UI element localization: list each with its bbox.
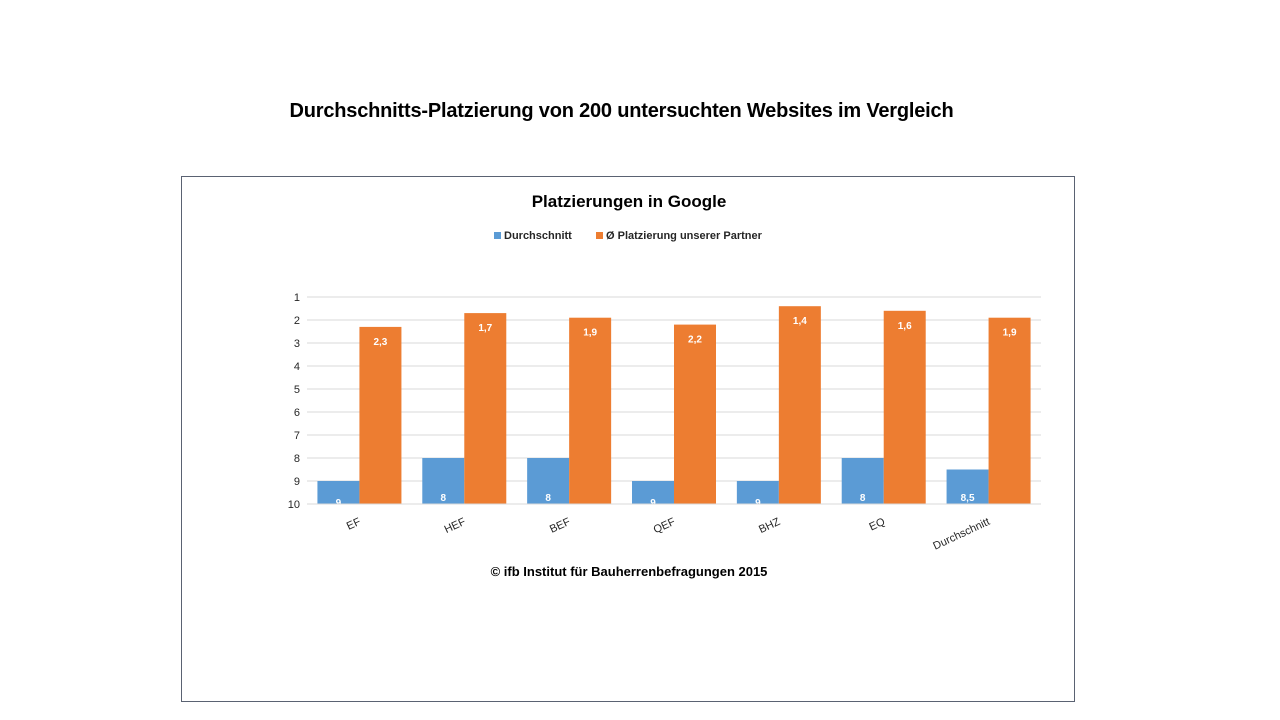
bar-1-3 <box>674 324 716 504</box>
x-axis: EF HEF BEF QEF BHZ EQ Durchschnitt <box>307 503 1041 553</box>
x-tick-label: BHZ <box>757 516 782 536</box>
x-tick-label: Durchschnitt <box>931 516 991 553</box>
data-label-0-6: 8,5 <box>961 493 975 504</box>
bar-0-2 <box>527 458 570 504</box>
legend-swatch-1 <box>596 232 603 239</box>
y-tick-label: 1 <box>294 292 300 304</box>
x-tick-label: HEF <box>443 516 468 536</box>
bar-1-1 <box>464 313 507 504</box>
y-axis: 1 2 3 4 5 6 7 8 9 10 <box>288 292 300 511</box>
data-label-1-0: 2,3 <box>373 337 387 348</box>
bar-0-6 <box>946 469 989 504</box>
x-tick-label: EF <box>345 516 363 533</box>
chart-title: Platzierungen in Google <box>532 192 727 211</box>
chart-bars: 92,381,781,992,291,481,68,51,9 <box>317 306 1031 509</box>
bar-1-5 <box>883 310 926 504</box>
bar-chart: Platzierungen in Google Durchschnitt Ø Pl… <box>288 192 1041 579</box>
legend-label-0: Durchschnitt <box>504 230 572 242</box>
bar-0-3 <box>632 481 674 504</box>
x-tick-label: BEF <box>548 516 573 536</box>
y-tick-label: 7 <box>294 430 300 442</box>
y-tick-label: 4 <box>294 361 300 373</box>
data-label-1-2: 1,9 <box>583 328 597 339</box>
x-tick-label: EQ <box>867 516 887 534</box>
bar-0-5 <box>841 458 884 504</box>
bar-1-6 <box>988 317 1031 504</box>
page-title: Durchschnitts-Platzierung von 200 unters… <box>289 100 954 122</box>
x-tick-label: QEF <box>652 516 678 537</box>
chart-frame: Platzierungen in Google Durchschnitt Ø Pl… <box>181 176 1075 702</box>
data-label-0-2: 8 <box>545 493 551 504</box>
data-label-1-4: 1,4 <box>793 316 807 327</box>
data-label-1-3: 2,2 <box>688 335 702 346</box>
chart-legend: Durchschnitt Ø Platzierung unserer Partne… <box>494 230 763 242</box>
bar-0-1 <box>422 458 465 504</box>
y-tick-label: 6 <box>294 407 300 419</box>
bar-0-4 <box>736 481 779 504</box>
bar-0-0 <box>317 481 360 504</box>
y-tick-label: 10 <box>288 499 300 511</box>
data-label-0-1: 8 <box>441 493 447 504</box>
y-tick-label: 2 <box>294 315 300 327</box>
data-label-1-5: 1,6 <box>898 321 912 332</box>
data-label-0-5: 8 <box>860 493 866 504</box>
y-tick-label: 9 <box>294 476 300 488</box>
bar-1-4 <box>778 306 821 504</box>
data-label-1-1: 1,7 <box>478 323 492 334</box>
bar-1-2 <box>569 317 612 504</box>
y-tick-label: 8 <box>294 453 300 465</box>
data-label-1-6: 1,9 <box>1003 328 1017 339</box>
y-tick-label: 3 <box>294 338 300 350</box>
legend-swatch-0 <box>494 232 501 239</box>
y-tick-label: 5 <box>294 384 300 396</box>
legend-label-1: Ø Platzierung unserer Partner <box>606 230 763 242</box>
copyright-note: © ifb Institut für Bauherrenbefragungen … <box>491 564 768 579</box>
bar-1-0 <box>359 326 402 504</box>
